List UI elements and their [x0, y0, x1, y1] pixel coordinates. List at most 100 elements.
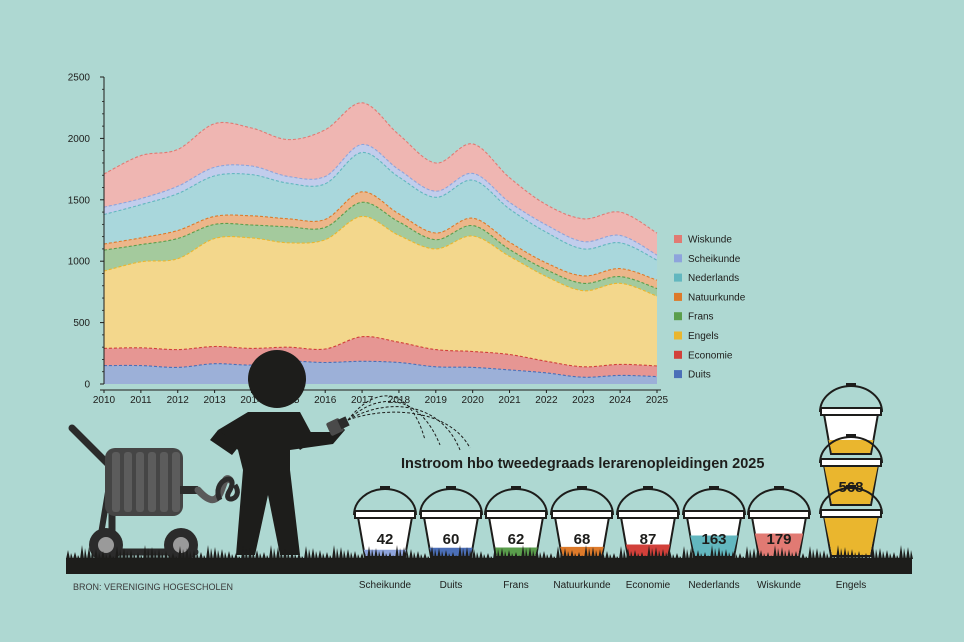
area-frans	[104, 202, 657, 297]
bucket-wiskunde: 179	[747, 486, 811, 558]
legend-label-scheikunde: Scheikunde	[688, 254, 741, 265]
x-axis: 2010201120122013201420152016201720182019…	[93, 389, 669, 406]
x-tick-label: 2025	[646, 395, 669, 406]
bucket-fill	[754, 533, 804, 556]
legend-swatch-natuurkunde	[674, 292, 682, 301]
source-note: BRON: VERENIGING HOGESCHOLEN	[73, 582, 233, 592]
x-tick-label: 2011	[130, 395, 152, 406]
bucket-fill	[363, 549, 407, 556]
bucket-engels-bottom	[819, 485, 883, 557]
bucket-nederlands: 163	[682, 486, 746, 558]
bucket-label-natuurkunde: Natuurkunde	[553, 580, 611, 591]
bucket-value-nederlands: 163	[701, 531, 726, 548]
bucket-rim	[420, 510, 482, 519]
y-tick-label: 1000	[68, 257, 91, 268]
bucket-rim	[485, 510, 547, 519]
bucket-label-frans: Frans	[503, 580, 529, 591]
bucket-frans: 62	[484, 486, 548, 558]
bucket-bars: 42 Scheikunde 60 Duits 62 Frans 68 Natuurkunde 8…	[353, 383, 883, 591]
grass-ground	[66, 545, 913, 574]
bucket-fill	[824, 516, 878, 555]
x-tick-label: 2016	[314, 395, 337, 406]
stacked-area-chart: 0 500 1000 1500 2000 2500 2010 2011 2012 2013 201…	[68, 73, 746, 407]
bucket-rim	[820, 509, 882, 518]
person-silhouette-icon	[210, 350, 350, 555]
x-tick-label: 2020	[462, 395, 485, 406]
y-axis: 0 500 1000 1500 2000 2500	[68, 73, 105, 391]
hose-reel-cart	[68, 424, 240, 562]
y-tick-label: 1500	[68, 195, 91, 206]
area-duits	[104, 361, 657, 384]
area-line-frans	[103, 201, 658, 290]
x-tick-label: 2012	[167, 395, 190, 406]
legend-swatch-duits	[674, 370, 682, 379]
y-tick-label: 2000	[68, 134, 91, 145]
y-tick-label: 500	[73, 318, 90, 329]
legend-label-nederlands: Nederlands	[688, 273, 739, 284]
area-layers	[103, 102, 658, 384]
bucket-rim	[551, 510, 613, 519]
area-line-engels	[103, 215, 658, 297]
area-engels	[104, 216, 657, 367]
bucket-rim	[820, 407, 882, 416]
legend-label-economie: Economie	[688, 350, 733, 361]
bucket-label-engels: Engels	[836, 580, 867, 591]
bucket-label-duits: Duits	[440, 580, 463, 591]
legend-swatch-nederlands	[674, 273, 682, 282]
x-tick-label: 2010	[93, 395, 116, 406]
x-tick-label: 2013	[203, 395, 226, 406]
bucket-value-economie: 87	[640, 531, 657, 548]
area-line-duits	[103, 360, 658, 378]
bucket-rim	[820, 458, 882, 467]
x-tick-label: 2021	[498, 395, 521, 406]
bucket-value-frans: 62	[508, 531, 525, 548]
bucket-label-nederlands: Nederlands	[688, 580, 739, 591]
bucket-rim	[748, 510, 810, 519]
area-natuurkunde	[104, 191, 657, 289]
area-line-wiskunde	[103, 102, 658, 234]
x-tick-label: 2019	[425, 395, 448, 406]
bucket-label-scheikunde: Scheikunde	[359, 580, 412, 591]
legend-swatch-engels	[674, 331, 682, 340]
water-spray	[347, 395, 471, 451]
bucket-scheikunde: 42	[353, 486, 417, 558]
bucket-value-wiskunde: 179	[766, 531, 791, 548]
bucket-rim	[354, 510, 416, 519]
bucket-rim	[683, 510, 745, 519]
x-tick-label: 2022	[535, 395, 558, 406]
y-tick-label: 0	[84, 380, 90, 391]
bucket-fill	[824, 465, 878, 504]
bucket-value-duits: 60	[443, 531, 460, 548]
legend-label-engels: Engels	[688, 331, 719, 342]
area-line-natuurkunde	[103, 191, 658, 281]
legend-label-wiskunde: Wiskunde	[688, 235, 732, 246]
x-tick-label: 2018	[388, 395, 411, 406]
legend-swatch-frans	[674, 312, 682, 321]
legend-swatch-economie	[674, 350, 682, 359]
bucket-label-economie: Economie	[626, 580, 671, 591]
legend-swatch-scheikunde	[674, 254, 682, 263]
y-tick-label: 2500	[68, 73, 91, 84]
area-line-nederlands	[103, 151, 658, 261]
bucket-section-title: Instroom hbo tweedegraads lerarenopleidi…	[401, 456, 764, 472]
legend-label-natuurkunde: Natuurkunde	[688, 292, 746, 303]
bucket-fill	[828, 440, 874, 453]
area-wiskunde	[104, 102, 657, 256]
bucket-natuurkunde: 68	[550, 486, 614, 558]
area-nederlands	[104, 152, 657, 281]
grass-blades	[66, 545, 913, 559]
bucket-fill	[560, 546, 604, 556]
legend: Wiskunde Scheikunde Nederlands Natuurkunde F…	[674, 235, 746, 381]
bucket-fill	[429, 547, 473, 556]
bucket-economie: 87	[616, 486, 680, 558]
bucket-duits: 60	[419, 486, 483, 558]
bucket-value-scheikunde: 42	[377, 531, 394, 548]
x-tick-label: 2014	[240, 395, 263, 406]
legend-label-duits: Duits	[688, 370, 711, 381]
legend-swatch-wiskunde	[674, 235, 682, 243]
legend-label-frans: Frans	[688, 312, 714, 323]
area-line-economie	[103, 335, 658, 368]
x-tick-label: 2023	[572, 395, 595, 406]
